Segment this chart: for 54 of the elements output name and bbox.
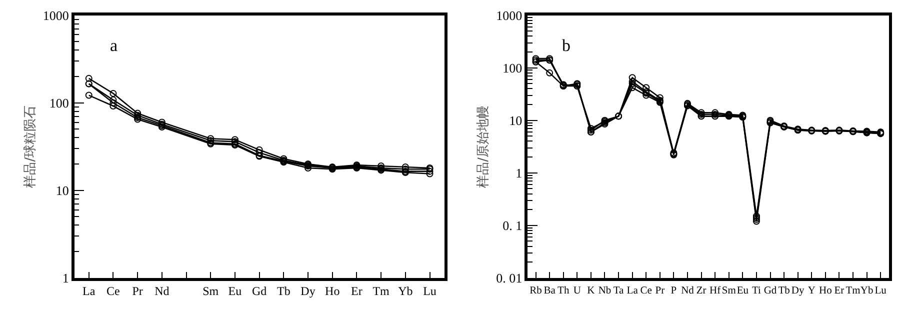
y-tick-label: 1000: [42, 8, 69, 23]
y-tick-label: 1000: [496, 8, 522, 23]
x-tick-label: Er: [351, 284, 362, 298]
y-axis-title: 样品/球粒陨石: [22, 105, 38, 188]
x-tick-label: Pr: [132, 284, 143, 298]
y-tick-label: 10: [56, 182, 69, 198]
y-tick-label: 10: [509, 112, 522, 128]
x-tick-label: Er: [834, 285, 845, 296]
x-tick-label: Ce: [106, 284, 120, 298]
x-tick-label: Nb: [598, 285, 612, 296]
x-tick-label: Yb: [860, 285, 874, 296]
annotation: a: [110, 36, 118, 55]
x-tick-label: Ho: [325, 284, 340, 298]
x-tick-label: Ti: [752, 285, 762, 296]
y-tick-label: 1: [516, 165, 522, 180]
x-tick-label: Gd: [764, 285, 778, 296]
x-tick-label: Tb: [276, 284, 290, 298]
x-tick-label: Tb: [778, 285, 790, 296]
x-tick-label: Gd: [252, 284, 267, 298]
x-tick-label: Ce: [640, 285, 652, 296]
x-tick-label: U: [573, 285, 582, 296]
x-tick-label: Hf: [710, 285, 722, 296]
x-tick-label: Sm: [202, 284, 220, 298]
x-tick-label: Eu: [228, 284, 242, 298]
x-tick-label: Dy: [300, 284, 316, 298]
y-tick-label: 100: [502, 60, 522, 76]
x-tick-label: Nd: [154, 284, 170, 298]
x-tick-label: Ho: [819, 285, 832, 296]
x-tick-label: K: [587, 285, 596, 296]
x-tick-label: Dy: [791, 285, 805, 296]
y-axis-title: 样品/原始地幔: [476, 105, 492, 188]
y-tick-label: 0. 1: [502, 218, 522, 233]
x-tick-label: Lu: [423, 284, 436, 298]
x-tick-label: Ta: [613, 285, 624, 296]
annotation: b: [562, 36, 570, 55]
x-tick-label: Ba: [544, 285, 556, 296]
x-tick-label: Zr: [696, 285, 707, 296]
x-tick-label: Y: [808, 285, 816, 296]
x-tick-label: Eu: [736, 285, 750, 296]
x-tick-label: La: [626, 285, 638, 296]
x-tick-label: P: [670, 285, 677, 296]
x-tick-label: Yb: [398, 284, 413, 298]
y-tick-label: 100: [49, 95, 69, 110]
x-tick-label: Sm: [722, 285, 736, 296]
x-tick-label: Tm: [846, 285, 860, 296]
x-tick-label: Pr: [655, 285, 666, 296]
x-tick-label: Lu: [874, 285, 888, 296]
x-tick-label: Nd: [681, 285, 695, 296]
y-tick-label: 0. 01: [496, 270, 522, 286]
x-tick-label: La: [82, 284, 96, 298]
x-tick-label: Th: [558, 285, 570, 296]
x-tick-label: Rb: [530, 285, 542, 296]
y-tick-label: 1: [62, 270, 69, 286]
x-tick-label: Tm: [372, 284, 390, 298]
